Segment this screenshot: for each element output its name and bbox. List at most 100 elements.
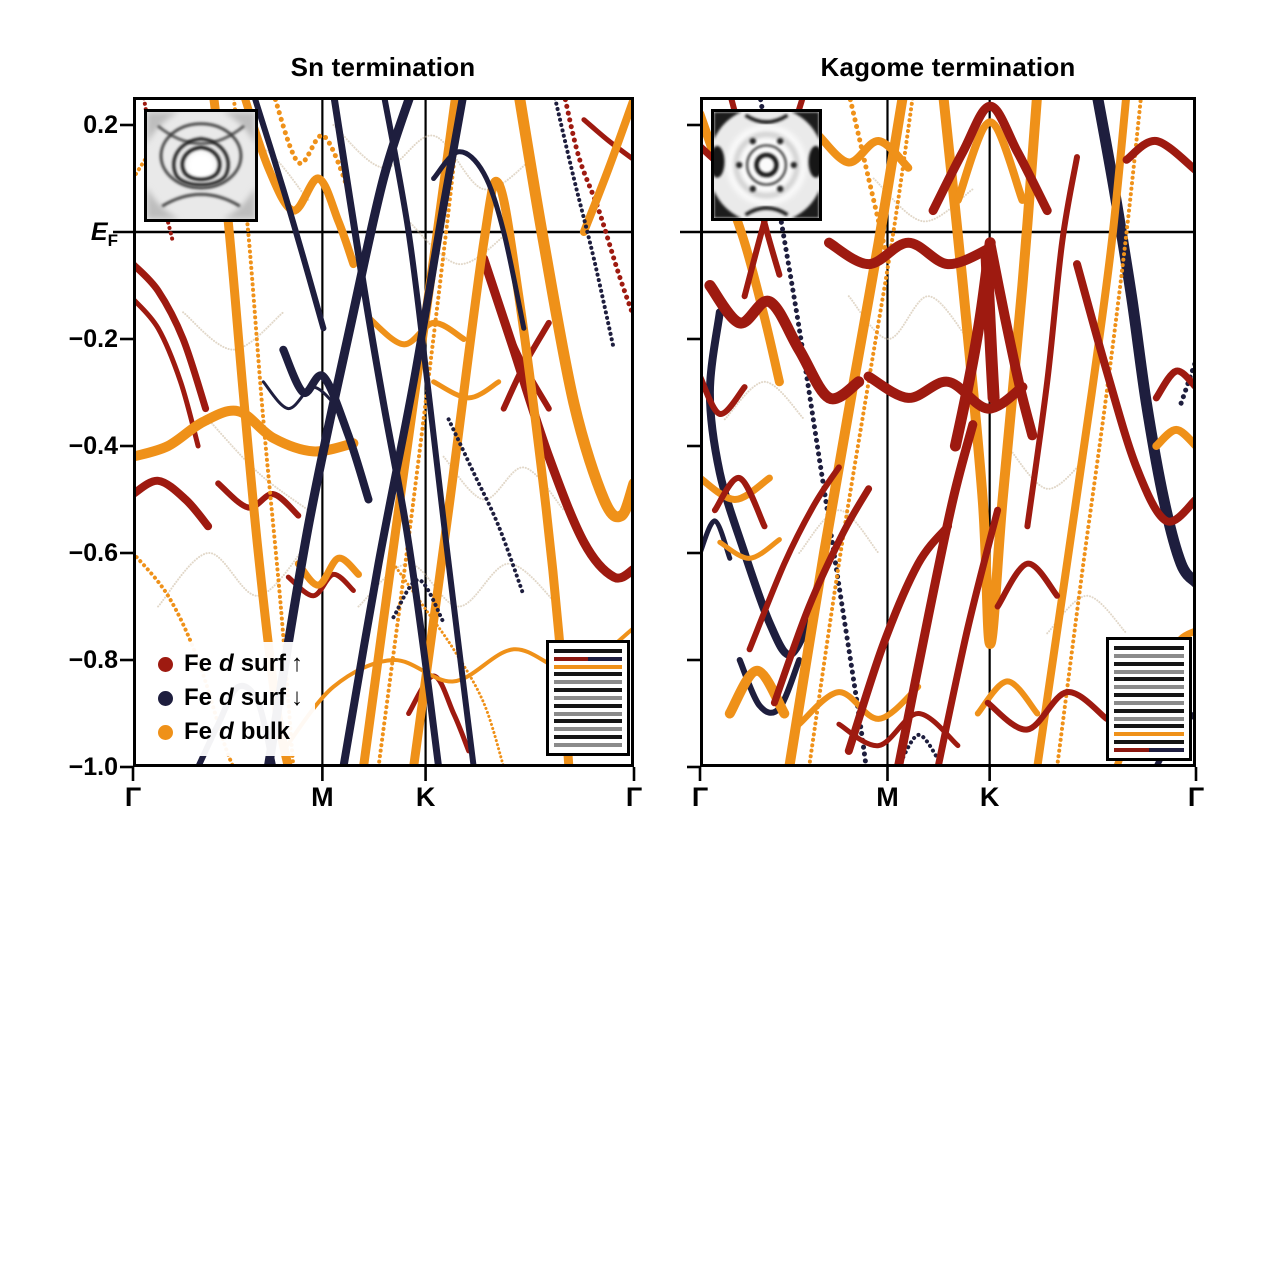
band-bulk bbox=[513, 97, 634, 523]
slab-layer-dark bbox=[1114, 708, 1184, 713]
legend-item: Fe d surf ↑ bbox=[153, 647, 303, 681]
band-bulk bbox=[1033, 97, 1131, 767]
slab-layer-dark bbox=[1114, 740, 1184, 745]
bright-center bbox=[726, 124, 807, 206]
legend-label: d bbox=[219, 650, 234, 677]
band-surf_up bbox=[500, 319, 552, 412]
band-bulk bbox=[365, 314, 467, 348]
slab-layer-gray bbox=[1114, 653, 1184, 658]
fermi-surface-inset-kagome bbox=[711, 109, 822, 221]
outer-ring bbox=[735, 133, 798, 197]
spin-arrow-icon: ↓ bbox=[291, 684, 304, 711]
contour-arc bbox=[156, 124, 246, 145]
slab-layer-dark bbox=[1114, 646, 1184, 650]
energy-tick-label: −0.8 bbox=[68, 646, 118, 674]
band-surf_dn bbox=[263, 97, 415, 767]
hex-pocket bbox=[749, 137, 756, 145]
bright-center bbox=[185, 150, 217, 181]
band-faint bbox=[723, 380, 806, 421]
slab-layer-gray bbox=[554, 742, 622, 747]
contour-arc bbox=[161, 193, 241, 208]
energy-tick-label: −0.2 bbox=[68, 325, 118, 353]
band-surf_up bbox=[700, 373, 748, 417]
plot-frame bbox=[133, 97, 634, 767]
contour-ring bbox=[159, 122, 243, 190]
band-faint bbox=[157, 541, 310, 608]
slab-layer-gray bbox=[554, 727, 622, 732]
center-ring bbox=[754, 152, 779, 178]
band-bulk bbox=[974, 678, 1041, 717]
axis-ticks bbox=[680, 123, 1198, 781]
band-surf_up bbox=[893, 420, 978, 767]
band-surf_dn bbox=[1091, 97, 1196, 588]
contour-arc bbox=[744, 113, 789, 124]
band-surf_dn bbox=[391, 577, 446, 625]
band-surf_up bbox=[704, 280, 865, 405]
momentum-label-K: K bbox=[979, 782, 1000, 812]
band-surf_up bbox=[836, 711, 961, 749]
fermi-level-label: EF bbox=[90, 218, 118, 250]
legend-dot-icon bbox=[158, 724, 173, 740]
band-bulk bbox=[409, 176, 574, 767]
legend-label: d bbox=[219, 684, 234, 711]
band-surf_dn bbox=[339, 97, 468, 767]
band-bulk bbox=[938, 97, 1042, 649]
band-bulk bbox=[579, 97, 634, 236]
slab-layer-orange bbox=[554, 664, 622, 669]
corner-pocket bbox=[791, 112, 819, 140]
panel-title-kagome: Kagome termination bbox=[820, 52, 1076, 82]
spin-arrow-icon: ↑ bbox=[291, 650, 304, 677]
band-surf_up bbox=[994, 560, 1061, 610]
slab-layer-dark bbox=[1114, 677, 1184, 682]
band-faint bbox=[442, 455, 565, 512]
band-bulk bbox=[294, 554, 362, 589]
slab-layer-gray bbox=[1114, 669, 1184, 674]
band-bulk bbox=[953, 118, 1027, 204]
energy-tick-label: 0.2 bbox=[83, 111, 118, 139]
energy-tick-label: −0.4 bbox=[68, 432, 118, 460]
edge-pocket bbox=[714, 145, 725, 178]
band-surf_up bbox=[928, 101, 1052, 216]
axis-ticks bbox=[113, 123, 636, 781]
band-surf_up bbox=[770, 485, 873, 707]
band-faint bbox=[207, 418, 310, 512]
band-faint bbox=[182, 311, 285, 351]
band-bulk bbox=[1152, 425, 1196, 450]
panel-title-sn: Sn termination bbox=[290, 52, 476, 82]
momentum-label-Γ: Γ bbox=[625, 782, 643, 812]
slab-layer-split bbox=[1114, 747, 1184, 752]
band-surf_up bbox=[985, 237, 1038, 441]
band-surf_up bbox=[984, 689, 1110, 733]
slab-layer-gray bbox=[554, 711, 622, 716]
band-bulk bbox=[272, 97, 351, 192]
band-bulk bbox=[796, 683, 922, 728]
contour-arc bbox=[744, 206, 789, 217]
legend-label: surf bbox=[240, 650, 287, 677]
band-bulk bbox=[700, 474, 773, 503]
band-surf_dn bbox=[279, 345, 373, 504]
hex-pocket bbox=[790, 161, 797, 169]
corner-pocket bbox=[714, 190, 742, 218]
legend-label: surf bbox=[240, 684, 287, 711]
band-surf_dn bbox=[261, 380, 340, 411]
corner-shade bbox=[147, 112, 180, 145]
slab-schematic-inset-kagome bbox=[1106, 637, 1192, 761]
band-bulk bbox=[847, 97, 891, 267]
middle-ring bbox=[745, 144, 788, 186]
band-bulk bbox=[240, 97, 358, 269]
band-surf_dn bbox=[700, 518, 733, 561]
corner-shade bbox=[222, 186, 255, 219]
band-surf_dn bbox=[446, 417, 526, 598]
legend-label: Fe bbox=[184, 650, 213, 677]
corner-pocket bbox=[714, 112, 742, 140]
slab-layer-dark bbox=[554, 719, 622, 724]
corner-shade bbox=[147, 186, 180, 219]
legend-label: Fe bbox=[184, 684, 213, 711]
legend-label: bulk bbox=[240, 718, 291, 745]
momentum-label-Γ: Γ bbox=[691, 782, 709, 812]
slab-layer-dark bbox=[554, 688, 622, 693]
slab-layer-gray bbox=[1114, 700, 1184, 705]
hex-pocket bbox=[736, 161, 743, 169]
legend-item: Fe d surf ↓ bbox=[153, 681, 303, 715]
band-bulk bbox=[133, 405, 359, 462]
